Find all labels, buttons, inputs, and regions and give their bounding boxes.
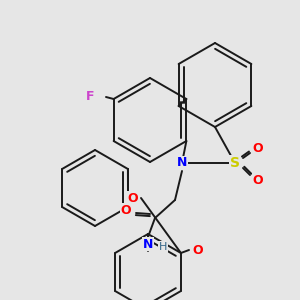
Text: O: O <box>253 142 263 154</box>
Text: H: H <box>159 242 167 252</box>
Text: O: O <box>193 244 203 256</box>
Text: S: S <box>230 156 240 170</box>
Text: N: N <box>143 238 153 250</box>
Text: N: N <box>177 157 187 169</box>
Text: O: O <box>253 173 263 187</box>
Text: O: O <box>128 191 138 205</box>
Text: O: O <box>121 203 131 217</box>
Text: F: F <box>86 89 94 103</box>
